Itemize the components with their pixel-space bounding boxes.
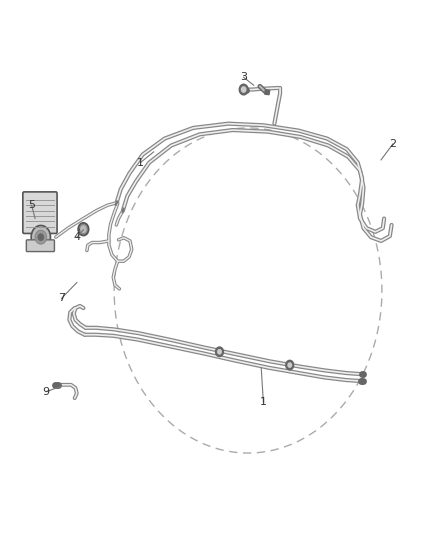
- Circle shape: [287, 363, 291, 367]
- Text: 7: 7: [58, 294, 65, 303]
- Text: 1: 1: [137, 158, 144, 167]
- Text: 3: 3: [240, 72, 247, 82]
- Circle shape: [81, 226, 86, 232]
- Circle shape: [35, 230, 46, 244]
- Text: 4: 4: [73, 232, 80, 242]
- Text: 5: 5: [28, 200, 35, 210]
- Bar: [264, 90, 269, 95]
- Circle shape: [285, 360, 293, 370]
- FancyBboxPatch shape: [26, 240, 54, 252]
- Text: 2: 2: [389, 139, 396, 149]
- Circle shape: [239, 84, 247, 95]
- Circle shape: [217, 350, 221, 354]
- Circle shape: [215, 347, 223, 357]
- Circle shape: [78, 223, 88, 236]
- Text: 1: 1: [259, 398, 266, 407]
- FancyBboxPatch shape: [23, 192, 57, 233]
- Circle shape: [31, 225, 50, 249]
- Circle shape: [38, 234, 43, 240]
- Text: 9: 9: [42, 387, 49, 397]
- Circle shape: [241, 87, 245, 92]
